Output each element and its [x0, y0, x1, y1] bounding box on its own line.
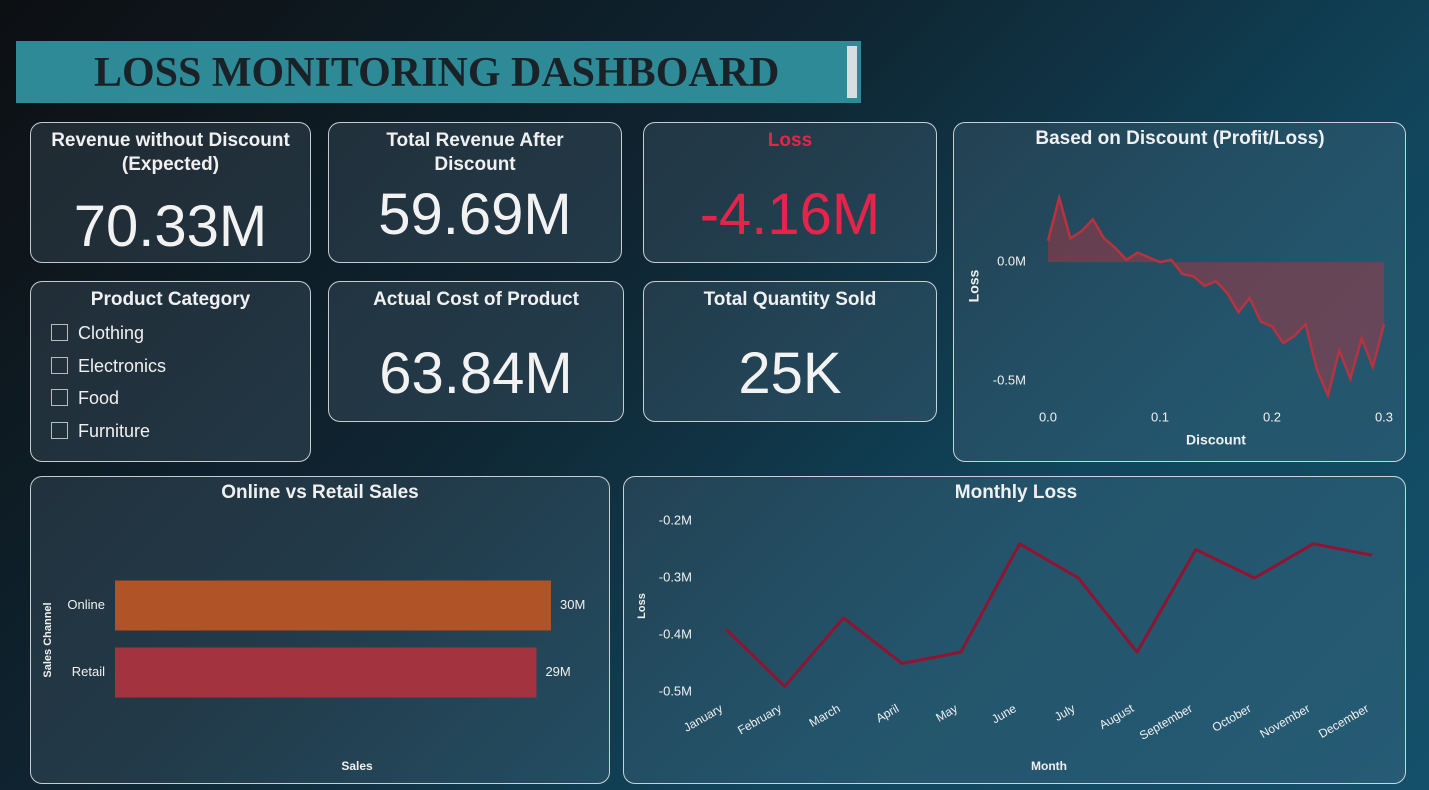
- x-tick-label: November: [1257, 701, 1312, 741]
- y-tick-label: -0.4M: [659, 626, 692, 641]
- x-tick-label: July: [1052, 701, 1077, 724]
- slicer-item-label[interactable]: Food: [78, 388, 120, 408]
- slicer-item[interactable]: Clothing: [51, 323, 144, 344]
- x-tick-label: December: [1316, 701, 1371, 741]
- chart-title: Based on Discount (Profit/Loss): [1035, 128, 1324, 149]
- y-tick-label: 0.0M: [997, 254, 1026, 269]
- line: [724, 542, 1373, 688]
- x-tick-label: April: [873, 701, 901, 725]
- kpi-card: Total Revenue After Discount 59.69M: [328, 122, 622, 263]
- slicer: Product Category Clothing Electronics Fo…: [30, 281, 311, 462]
- chart-title: Monthly Loss: [955, 482, 1077, 503]
- kpi-card: Total Quantity Sold 25K: [643, 281, 937, 422]
- y-tick-label: -0.2M: [659, 512, 692, 527]
- slicer-item[interactable]: Furniture: [51, 421, 150, 442]
- x-tick-label: October: [1210, 701, 1254, 734]
- x-tick-label: January: [681, 701, 725, 734]
- dashboard-title: LOSS MONITORING DASHBOARD: [94, 50, 780, 96]
- kpi-card: Loss -4.16M: [643, 122, 937, 263]
- data-label: 29M: [545, 664, 570, 679]
- x-axis-title: Sales: [341, 759, 373, 773]
- slicer-item-label[interactable]: Clothing: [78, 323, 145, 343]
- kpi-card: Actual Cost of Product 63.84M: [328, 281, 624, 422]
- y-tick-label: -0.5M: [993, 373, 1026, 388]
- x-axis-title: Month: [1031, 759, 1067, 773]
- slicer-title: Product Category: [90, 289, 251, 310]
- chart-title: Online vs Retail Sales: [221, 482, 418, 503]
- kpi-label: Actual Cost of Product: [373, 289, 579, 310]
- kpi-value: 59.69M: [378, 182, 572, 247]
- y-axis-title: Sales Channel: [42, 602, 54, 677]
- chart-panel: [953, 122, 1406, 462]
- kpi-value: 63.84M: [379, 341, 573, 406]
- x-tick-label: February: [735, 701, 784, 737]
- kpi-label: Total Quantity Sold: [703, 289, 877, 310]
- kpi-value: 25K: [738, 341, 842, 406]
- kpi-value: 70.33M: [73, 194, 268, 259]
- y-axis-title: Loss: [636, 593, 648, 619]
- kpi-label: Total Revenue After Discount: [386, 130, 564, 175]
- y-tick-label: -0.3M: [659, 569, 692, 584]
- kpi-label: Revenue without Discount (Expected): [51, 130, 290, 175]
- bar: [115, 647, 537, 698]
- x-tick-label: 0.2: [1263, 409, 1281, 424]
- y-axis-title: Loss: [966, 269, 982, 302]
- slicer-item[interactable]: Electronics: [51, 356, 166, 377]
- x-tick-label: 0.3: [1375, 409, 1393, 424]
- x-tick-label: 0.1: [1151, 409, 1169, 424]
- x-tick-label: May: [933, 701, 960, 724]
- kpi-value: -4.16M: [699, 182, 881, 247]
- bar: [115, 580, 551, 631]
- slicer-item[interactable]: Food: [51, 388, 119, 409]
- banner-accent: [847, 46, 857, 98]
- y-tick-label: Online: [67, 597, 105, 612]
- area-line: [1046, 193, 1386, 400]
- y-tick-label: -0.5M: [659, 683, 692, 698]
- slicer-item-label[interactable]: Furniture: [78, 421, 151, 441]
- x-tick-label: March: [807, 701, 843, 730]
- title-banner: LOSS MONITORING DASHBOARD: [16, 41, 861, 103]
- x-axis-title: Discount: [1186, 432, 1246, 448]
- kpi-label: Loss: [767, 130, 813, 151]
- x-tick-label: June: [989, 701, 1019, 726]
- x-tick-label: 0.0: [1039, 409, 1057, 424]
- chart-panel: [623, 476, 1406, 784]
- kpi-card: Revenue without Discount (Expected) 70.3…: [30, 122, 311, 263]
- x-tick-label: August: [1097, 701, 1137, 732]
- y-tick-label: Retail: [72, 664, 105, 679]
- data-label: 30M: [560, 597, 585, 612]
- slicer-item-label[interactable]: Electronics: [78, 356, 167, 376]
- x-tick-label: September: [1137, 701, 1195, 742]
